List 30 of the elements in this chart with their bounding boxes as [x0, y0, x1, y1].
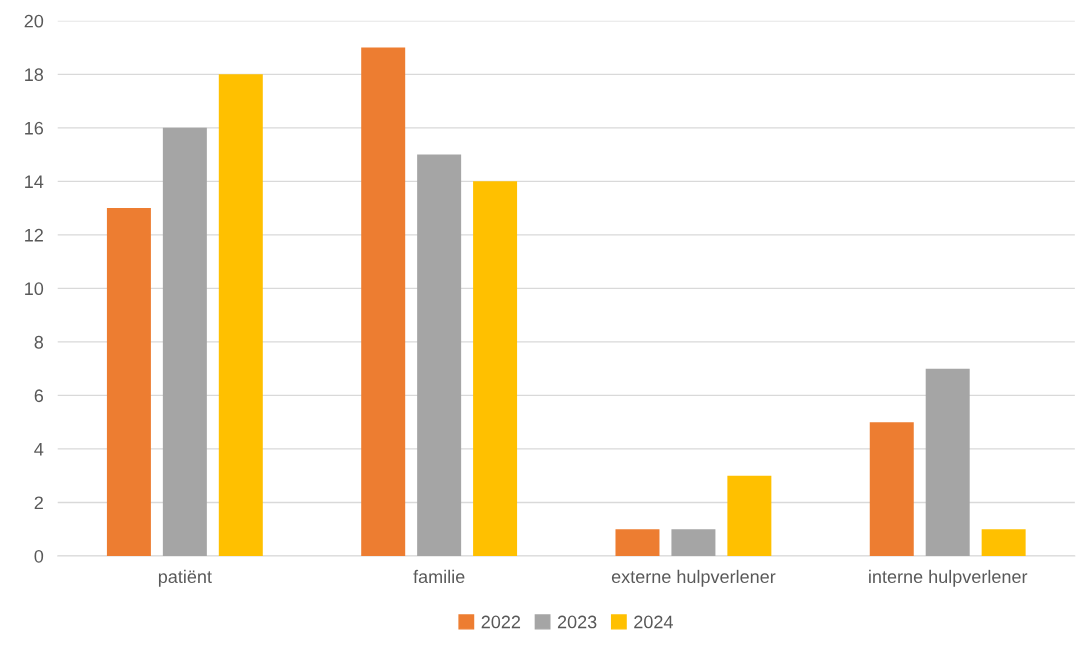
bar [361, 47, 406, 556]
legend-label: 2024 [634, 615, 673, 629]
bar [106, 208, 151, 556]
x-tick-label: patiënt [158, 569, 212, 587]
y-tick-label: 8 [34, 335, 44, 349]
y-tick-label: 0 [34, 549, 44, 563]
bar [417, 154, 462, 556]
x-tick-label: familie [413, 569, 465, 584]
bar [727, 475, 772, 556]
legend-label: 2023 [557, 615, 597, 629]
y-tick-label: 18 [25, 68, 44, 82]
y-tick-label: 14 [25, 175, 44, 188]
y-tick-label: 10 [25, 282, 44, 296]
bar [473, 181, 518, 556]
bar [218, 74, 263, 556]
bar [981, 529, 1026, 556]
bar [671, 529, 716, 556]
legend-label: 2022 [481, 615, 521, 629]
y-tick-label: 16 [25, 121, 44, 135]
bar [162, 127, 207, 556]
y-tick-label: 20 [24, 14, 44, 28]
y-tick-label: 6 [34, 389, 44, 403]
y-tick-label: 2 [34, 496, 43, 509]
y-tick-label: 4 [34, 443, 44, 456]
bar [869, 422, 914, 556]
bar [925, 368, 970, 556]
x-tick-label: externe hulpverlener [611, 569, 776, 587]
y-tick-label: 12 [25, 228, 43, 242]
bar [615, 529, 660, 556]
x-tick-label: interne hulpverlener [869, 569, 1028, 587]
